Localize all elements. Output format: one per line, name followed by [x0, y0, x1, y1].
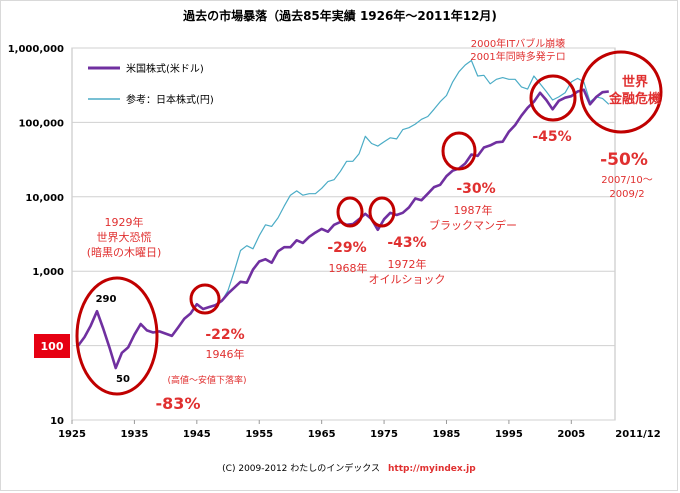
- annotation-line: (暗黒の木曜日): [87, 245, 162, 259]
- legend-label-japan: 参考：日本株式(円): [126, 93, 214, 106]
- annotation-line: 50: [116, 374, 130, 385]
- annotation-line: -45%: [532, 129, 571, 145]
- base-100-box: [34, 334, 70, 358]
- circle-1968: [336, 196, 364, 228]
- y-tick-labels: 10 100 1,000 10,000 100,000 1,000,000: [8, 44, 64, 427]
- annotation-label: 2007/10～ 2009/2: [601, 175, 653, 200]
- annotation-label: -45%: [532, 129, 571, 145]
- x-tick-label: 1945: [183, 429, 211, 440]
- legend-label-us: 米国株式(米ドル): [126, 62, 204, 75]
- x-tick-label: 1985: [433, 429, 461, 440]
- annotation-line: 金融危機: [608, 91, 661, 107]
- annotation-line: 290: [96, 294, 117, 305]
- y-tick-label: 1,000: [32, 267, 64, 278]
- chart-title: 過去の市場暴落（過去85年実績 1926年～2011年12月): [182, 8, 497, 23]
- x-end-label: 2011/12: [615, 429, 660, 440]
- japan-series-line: [221, 59, 610, 302]
- annotation-line: 1972年: [388, 257, 427, 271]
- annotation-line: 2000年ITバブル崩壊: [471, 37, 566, 50]
- annotation-label: 290: [96, 294, 117, 305]
- annotation-label: -83%: [156, 394, 201, 413]
- annotation-label: -30%: [456, 181, 495, 197]
- annotation-line: 1968年: [329, 261, 368, 275]
- annotation-line: 2009/2: [609, 189, 644, 200]
- x-tick-labels: 1925 1935 1945 1955 1965 1975 1985 1995 2005 2011…: [58, 420, 661, 440]
- annotation-line: -43%: [387, 235, 426, 251]
- annotation-line: -29%: [327, 240, 366, 256]
- annotation-label: -50%: [600, 150, 648, 170]
- annotation-label: 1972年オイルショック: [369, 257, 446, 286]
- annotation-line: -50%: [600, 150, 648, 170]
- annotation-label: (高値～安値下落率): [167, 374, 246, 386]
- footer-copyright: (C) 2009-2012 わたしのインデックス: [222, 462, 380, 474]
- y-tick-label: 100,000: [18, 118, 64, 129]
- annotation-line: -30%: [456, 181, 495, 197]
- legend: 米国株式(米ドル) 参考：日本株式(円): [88, 62, 214, 106]
- annotation-line: 1946年: [206, 347, 245, 361]
- x-tick-label: 2005: [557, 429, 585, 440]
- x-tick-label: 1975: [370, 429, 398, 440]
- base-100-marker: 100: [34, 334, 70, 358]
- annotation-line: (高値～安値下落率): [167, 374, 246, 386]
- series-layer: [77, 59, 610, 370]
- annotation-line: -83%: [156, 394, 201, 413]
- x-tick-label: 1925: [58, 429, 86, 440]
- footer: (C) 2009-2012 わたしのインデックス http://myindex.…: [222, 462, 476, 474]
- annotation-line: 1987年: [454, 203, 493, 217]
- y-tick-label: 10: [50, 416, 64, 427]
- annotation-label: -22%: [205, 327, 244, 343]
- annotation-line: 世界: [622, 74, 648, 90]
- annotation-line: 世界大恐慌: [97, 230, 152, 244]
- annotation-label: 50: [116, 374, 130, 385]
- annotation-label: 1946年: [206, 347, 245, 361]
- x-tick-label: 1995: [495, 429, 523, 440]
- annotation-line: 2007/10～: [601, 175, 653, 186]
- annotation-label: 1929年世界大恐慌(暗黒の木曜日): [87, 215, 162, 259]
- annotation-line: -22%: [205, 327, 244, 343]
- crash-circles: [75, 50, 663, 396]
- annotation-label: 2000年ITバブル崩壊 2001年同時多発テロ: [470, 37, 565, 63]
- circle-2000: [529, 74, 577, 122]
- circle-2008: [579, 50, 663, 134]
- annotation-label: -43%: [387, 235, 426, 251]
- circle-1973: [368, 196, 396, 228]
- circle-1946: [189, 283, 221, 315]
- y-tick-label: 1,000,000: [8, 44, 64, 55]
- annotation-line: 1929年: [105, 215, 144, 229]
- grid-lines: [72, 47, 615, 421]
- x-tick-label: 1935: [120, 429, 148, 440]
- x-tick-label: 1955: [245, 429, 273, 440]
- annotation-label: 1968年: [329, 261, 368, 275]
- circle-1987: [441, 131, 477, 171]
- annotation-label: -29%: [327, 240, 366, 256]
- circle-1929: [75, 276, 159, 396]
- annotation-line: 2001年同時多発テロ: [470, 50, 565, 63]
- footer-url: http://myindex.jp: [388, 464, 476, 474]
- annotation-line: ブラックマンデー: [429, 218, 517, 232]
- annotation-line: オイルショック: [369, 273, 446, 286]
- annotation-label: 1987年ブラックマンデー: [429, 203, 517, 232]
- x-tick-label: 1965: [308, 429, 336, 440]
- base-100-label: 100: [41, 340, 64, 353]
- annotation-label: 世界金融危機: [608, 74, 661, 107]
- y-tick-label: 10,000: [25, 193, 64, 204]
- annotations: 1929年世界大恐慌(暗黒の木曜日) 290 50 -83% (高値～安値下落率) -22…: [87, 37, 661, 413]
